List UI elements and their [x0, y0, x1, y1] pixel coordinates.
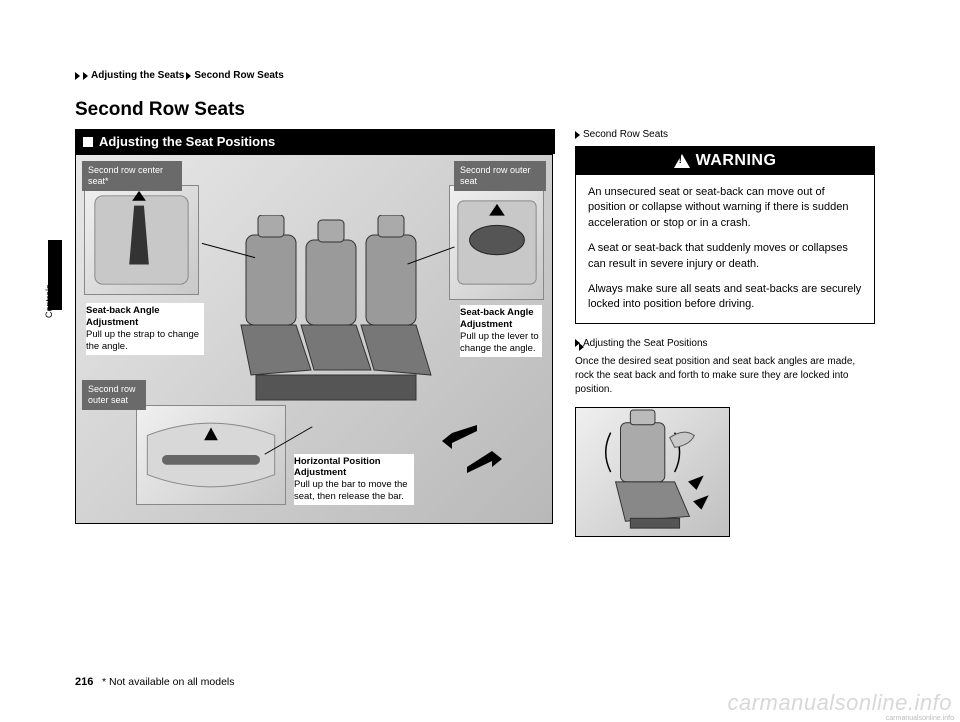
tag-center-seat: Second row center seat*	[82, 161, 182, 191]
note-illustration	[575, 407, 730, 537]
warning-paragraph: An unsecured seat or seat-back can move …	[588, 185, 862, 231]
page-content: Adjusting the Seats Second Row Seats Sec…	[75, 70, 885, 650]
breadcrumb-arrow-icon	[75, 72, 80, 80]
subsection-header: Adjusting the Seat Positions	[75, 129, 555, 154]
callout-body: Pull up the strap to change the angle.	[86, 329, 199, 352]
breadcrumb-item: Second Row Seats	[194, 70, 283, 81]
breadcrumb-arrow-icon	[83, 72, 88, 80]
callout-title: Horizontal Position Adjustment	[294, 456, 414, 480]
warning-triangle-icon	[674, 154, 690, 168]
ref-arrow-icon	[575, 131, 580, 139]
ref-double-arrow-icon	[575, 339, 580, 347]
seat-diagram: Second row center seat* Second row outer…	[75, 154, 553, 524]
callout-title: Seat-back Angle Adjustment	[460, 307, 542, 331]
breadcrumb: Adjusting the Seats Second Row Seats	[75, 70, 885, 81]
page-title: Second Row Seats	[75, 99, 885, 121]
breadcrumb-arrow-icon	[186, 72, 191, 80]
reference-text: Adjusting the Seat Positions	[583, 338, 708, 349]
tag-outer-seat-left: Second row outer seat	[82, 380, 146, 410]
subsection-title: Adjusting the Seat Positions	[99, 134, 275, 149]
warning-header: WARNING	[576, 147, 874, 175]
page-number: 216	[75, 676, 93, 688]
warning-box: WARNING An unsecured seat or seat-back c…	[575, 146, 875, 324]
inset-horizontal-bar	[136, 405, 286, 505]
right-column: Second Row Seats WARNING An unsecured se…	[575, 129, 875, 537]
side-tab-label: Controls	[44, 284, 54, 318]
callout-horizontal: Horizontal Position Adjustment Pull up t…	[294, 454, 414, 506]
callout-seatback-left: Seat-back Angle Adjustment Pull up the s…	[86, 303, 204, 355]
breadcrumb-item: Adjusting the Seats	[91, 70, 184, 81]
callout-title: Seat-back Angle Adjustment	[86, 305, 204, 329]
inset-center-seat-strap	[84, 185, 199, 295]
watermark-small: carmanualsonline.info	[886, 715, 954, 722]
reference-text: Second Row Seats	[583, 129, 668, 140]
square-bullet-icon	[83, 137, 93, 147]
warning-body: An unsecured seat or seat-back can move …	[576, 175, 874, 323]
callout-body: Pull up the lever to change the angle.	[460, 331, 539, 354]
seat-illustration	[236, 215, 436, 435]
motion-arrows-icon	[442, 413, 502, 483]
warning-paragraph: A seat or seat-back that suddenly moves …	[588, 241, 862, 272]
note-text: Once the desired seat position and seat …	[575, 355, 875, 397]
callout-seatback-right: Seat-back Angle Adjustment Pull up the l…	[460, 305, 542, 357]
reference-line: Adjusting the Seat Positions	[575, 338, 875, 349]
callout-body: Pull up the bar to move the seat, then r…	[294, 479, 408, 502]
tag-outer-seat-top: Second row outer seat	[454, 161, 546, 191]
inset-outer-seat-lever	[449, 185, 544, 300]
footnote: * Not available on all models	[102, 676, 235, 688]
watermark: carmanualsonline.info	[727, 690, 952, 716]
left-column: Adjusting the Seat Positions	[75, 129, 555, 537]
warning-paragraph: Always make sure all seats and seat-back…	[588, 282, 862, 313]
warning-label: WARNING	[696, 152, 777, 170]
reference-line: Second Row Seats	[575, 129, 875, 140]
